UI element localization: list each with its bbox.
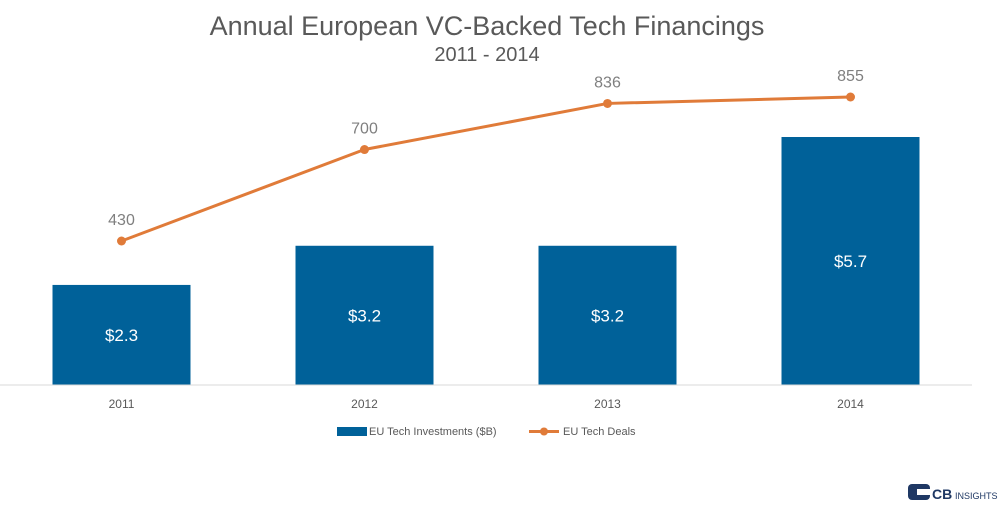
deals-value-label: 430 xyxy=(108,212,135,229)
deals-point-2012 xyxy=(360,145,369,155)
line-series: 430 700 836 855 xyxy=(108,68,864,246)
deals-point-2011 xyxy=(117,236,126,246)
bar-2014 xyxy=(781,137,920,385)
x-tick-label: 2013 xyxy=(594,397,621,411)
bar-series xyxy=(52,137,920,385)
deals-point-2013 xyxy=(603,98,612,108)
cb-insights-logo: CB INSIGHTS xyxy=(908,484,998,502)
deals-value-label: 855 xyxy=(837,68,864,85)
legend-label-line: EU Tech Deals xyxy=(563,426,636,438)
bar-2012 xyxy=(295,245,434,385)
legend: EU Tech Investments ($B) EU Tech Deals xyxy=(337,426,636,438)
x-tick-label: 2011 xyxy=(109,397,135,411)
legend-swatch-bar xyxy=(337,427,367,436)
deals-value-label: 700 xyxy=(351,121,378,138)
legend-swatch-marker xyxy=(540,427,548,436)
x-tick-label: 2012 xyxy=(351,397,378,411)
deals-line xyxy=(120,95,851,243)
bar-2011 xyxy=(52,284,191,385)
logo-text-small: INSIGHTS xyxy=(955,491,998,501)
bar-2013 xyxy=(538,245,677,385)
logo-text-bold: CB xyxy=(932,486,952,502)
bar-value-label: $3.2 xyxy=(348,306,381,325)
logo-mark-cut xyxy=(917,489,930,495)
deals-value-label: 836 xyxy=(594,74,621,91)
chart-title: Annual European VC-Backed Tech Financing… xyxy=(210,11,765,41)
bar-value-label: $5.7 xyxy=(834,252,867,271)
chart-subtitle: 2011 - 2014 xyxy=(434,44,539,66)
legend-label-bar: EU Tech Investments ($B) xyxy=(369,426,497,438)
x-tick-label: 2014 xyxy=(837,397,864,411)
x-axis-ticks: 2011 2012 2013 2014 xyxy=(109,397,865,411)
deals-point-2014 xyxy=(846,92,855,102)
bar-value-label: $2.3 xyxy=(105,326,138,345)
bar-data-labels: $2.3 $3.2 $3.2 $5.7 xyxy=(105,252,867,345)
bar-value-label: $3.2 xyxy=(591,306,624,325)
